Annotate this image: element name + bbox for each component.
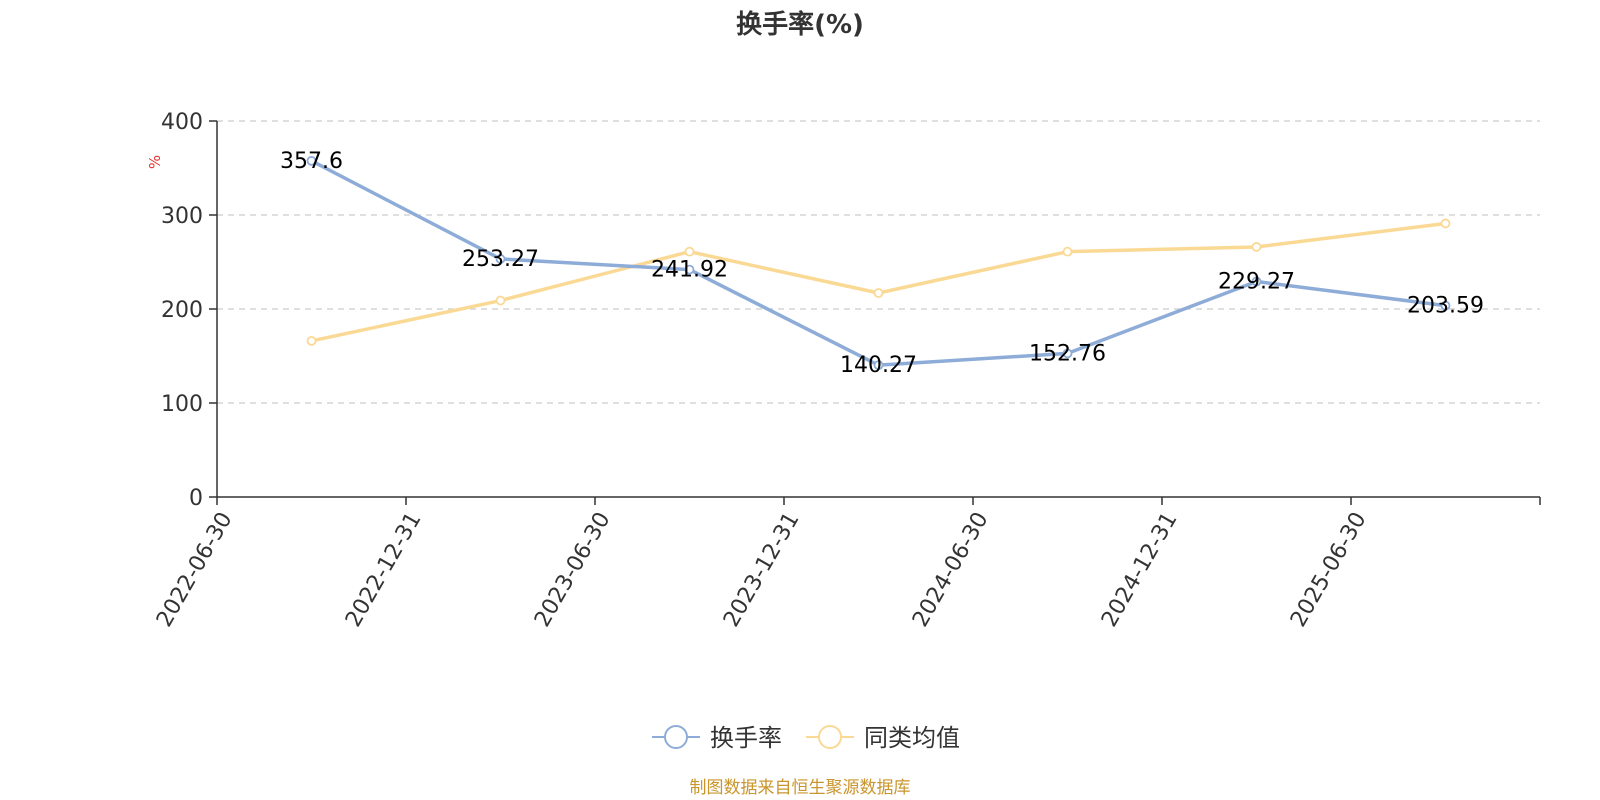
data-label: 253.27 [462,247,539,272]
y-axis-unit-label: % [146,155,164,169]
legend-label: 换手率 [710,724,782,752]
data-label: 152.76 [1029,341,1106,366]
data-point [1062,348,1073,359]
data-label: 203.59 [1407,294,1484,319]
chart-title: 换手率(%) [736,9,864,40]
data-label: 140.27 [840,353,917,378]
data-label: 241.92 [651,258,728,283]
grid-lines [217,120,1540,404]
data-point [495,295,506,306]
legend-item[interactable]: 换手率 [652,724,782,752]
x-tick-label: 2022-12-31 [341,508,427,631]
data-point [1440,300,1451,311]
data-point [1251,276,1262,287]
y-tick-label: 0 [189,486,203,511]
series-lines [306,155,1451,371]
legend-item[interactable]: 同类均值 [806,724,960,752]
data-point [1251,242,1262,252]
data-point [873,360,884,371]
x-tick-label: 2022-06-30 [152,508,238,631]
legend-label: 同类均值 [864,724,960,752]
x-tick-label: 2025-06-30 [1286,508,1372,631]
data-point [873,288,884,298]
data-point [684,264,695,275]
data-label: 357.6 [280,149,343,174]
data-point [306,155,317,166]
data-point [684,246,695,257]
legend-marker-icon [818,725,842,749]
y-tick-label: 300 [161,204,203,229]
x-tick-label: 2023-06-30 [530,508,616,631]
data-point [306,336,317,346]
x-tick-label: 2024-06-30 [908,508,994,631]
x-tick-label: 2023-12-31 [719,508,805,631]
y-tick-label: 400 [161,110,203,135]
source-note: 制图数据来自恒生聚源数据库 [690,778,911,798]
y-tick-label: 100 [161,392,203,417]
data-point [495,254,506,264]
x-tick-label: 2024-12-31 [1097,508,1183,631]
legend[interactable]: 换手率 同类均值 [652,724,960,752]
legend-marker-icon [664,725,688,749]
y-tick-label: 200 [161,298,203,323]
data-point [1440,218,1451,229]
data-label: 229.27 [1218,269,1295,294]
data-point [1062,246,1073,257]
data-labels: 357.6 253.27 241.92 140.27 152.76 229.27 203.5… [280,149,1484,378]
